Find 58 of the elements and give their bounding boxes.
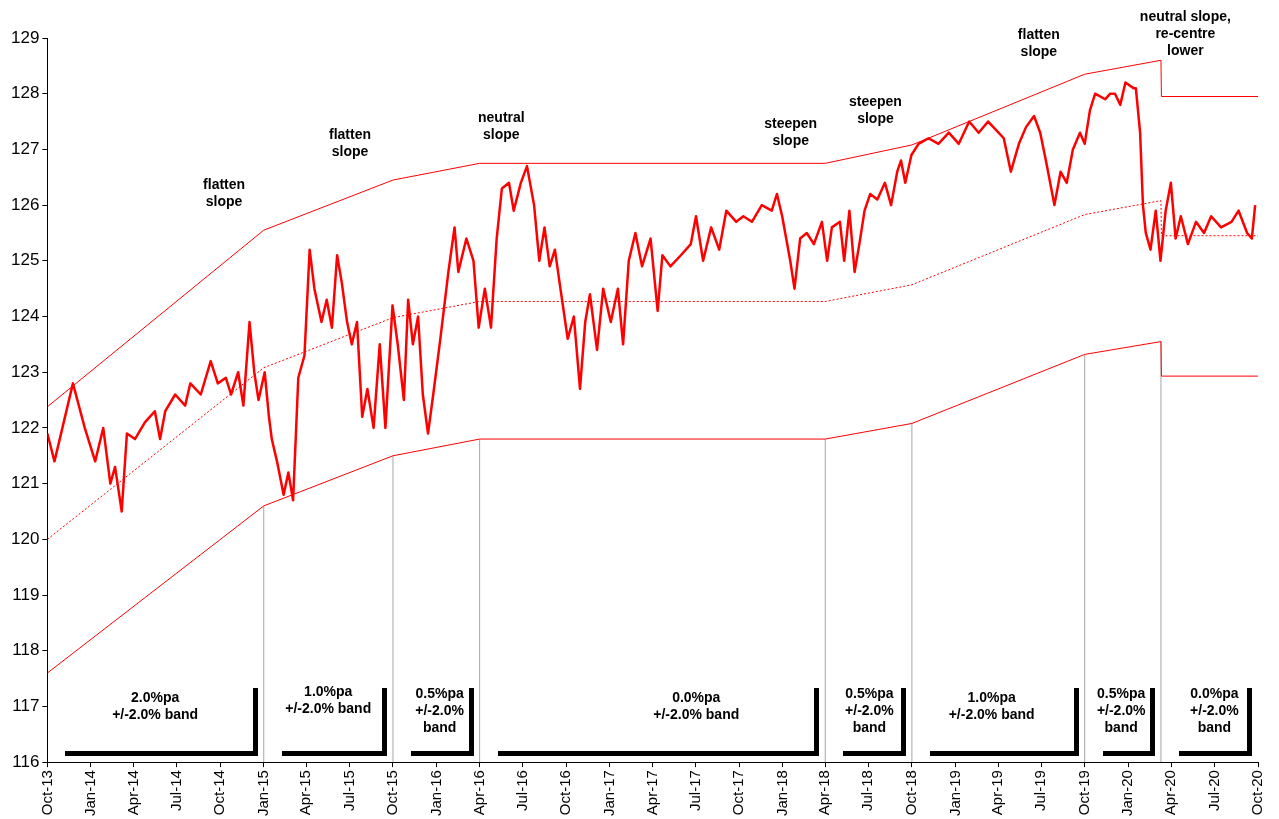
- x-tick-label: Oct-17: [729, 770, 747, 816]
- annotation: flatten slope: [203, 176, 246, 210]
- annotation: flatten slope: [1017, 26, 1060, 60]
- y-tick-label: 127: [10, 139, 40, 159]
- x-tick-label: Oct-14: [210, 770, 228, 816]
- y-tick-label: 123: [10, 361, 40, 381]
- y-tick-label: 121: [10, 473, 40, 493]
- annotation: 0.5%pa +/-2.0% band: [1096, 685, 1147, 736]
- x-tick-label: Oct-18: [902, 770, 920, 816]
- x-tick-label: Oct-20: [1248, 770, 1266, 816]
- x-tick-label: Jul-19: [1031, 770, 1049, 811]
- x-tick-label: Jul-15: [339, 770, 357, 811]
- annotation: flatten slope: [329, 126, 372, 160]
- x-tick-label: Apr-20: [1161, 770, 1179, 816]
- y-tick-label: 122: [10, 417, 40, 437]
- x-tick-label: Apr-15: [296, 770, 314, 816]
- x-tick-label: Oct-15: [383, 770, 401, 816]
- annotation: 0.5%pa +/-2.0% band: [845, 685, 895, 736]
- x-tick-label: Jan-19: [945, 770, 963, 817]
- annotation: 1.0%pa +/-2.0% band: [948, 688, 1035, 722]
- x-tick-label: Jan-15: [253, 770, 271, 817]
- x-tick-label: Jan-18: [772, 770, 790, 817]
- annotation: 0.5%pa +/-2.0% band: [415, 685, 465, 736]
- x-tick-label: Apr-14: [123, 770, 141, 816]
- y-tick-label: 124: [10, 306, 40, 326]
- x-tick-label: Oct-19: [1074, 770, 1092, 816]
- x-tick-label: Apr-16: [469, 770, 487, 816]
- annotation: 0.0%pa +/-2.0% band: [1190, 685, 1240, 736]
- annotation: neutral slope, re-centre lower: [1139, 8, 1231, 59]
- annotation: steepen slope: [764, 115, 818, 149]
- x-tick-label: Oct-13: [37, 770, 55, 816]
- annotation: neutral slope: [478, 109, 525, 143]
- y-tick-label: 116: [12, 751, 40, 771]
- y-tick-label: 117: [12, 696, 40, 716]
- x-tick-label: Jan-16: [426, 770, 444, 817]
- y-tick-label: 119: [12, 584, 40, 604]
- x-tick-label: Jan-20: [1118, 770, 1136, 817]
- annotation: 0.0%pa +/-2.0% band: [653, 688, 740, 722]
- x-tick-label: Apr-19: [988, 770, 1006, 816]
- annotation: 2.0%pa +/-2.0% band: [112, 688, 199, 722]
- y-tick-label: 129: [10, 27, 40, 47]
- y-tick-label: 118: [12, 640, 40, 660]
- x-tick-label: Jul-16: [512, 770, 530, 811]
- x-tick-label: Jul-18: [858, 770, 876, 811]
- annotation: 1.0%pa +/-2.0% band: [285, 682, 372, 716]
- annotation: steepen slope: [848, 92, 902, 126]
- x-tick-label: Jan-17: [599, 770, 617, 817]
- x-tick-label: Apr-18: [815, 770, 833, 816]
- y-tick-label: 128: [10, 83, 40, 103]
- x-tick-label: Jan-14: [81, 770, 99, 817]
- x-tick-label: Oct-16: [556, 770, 574, 816]
- y-tick-label: 126: [10, 194, 40, 214]
- y-tick-label: 120: [10, 529, 40, 549]
- x-tick-label: Jul-20: [1204, 770, 1222, 811]
- y-tick-label: 125: [10, 250, 40, 270]
- x-tick-label: Jul-17: [685, 770, 703, 811]
- x-tick-label: Jul-14: [166, 770, 184, 811]
- x-tick-label: Apr-17: [642, 770, 660, 816]
